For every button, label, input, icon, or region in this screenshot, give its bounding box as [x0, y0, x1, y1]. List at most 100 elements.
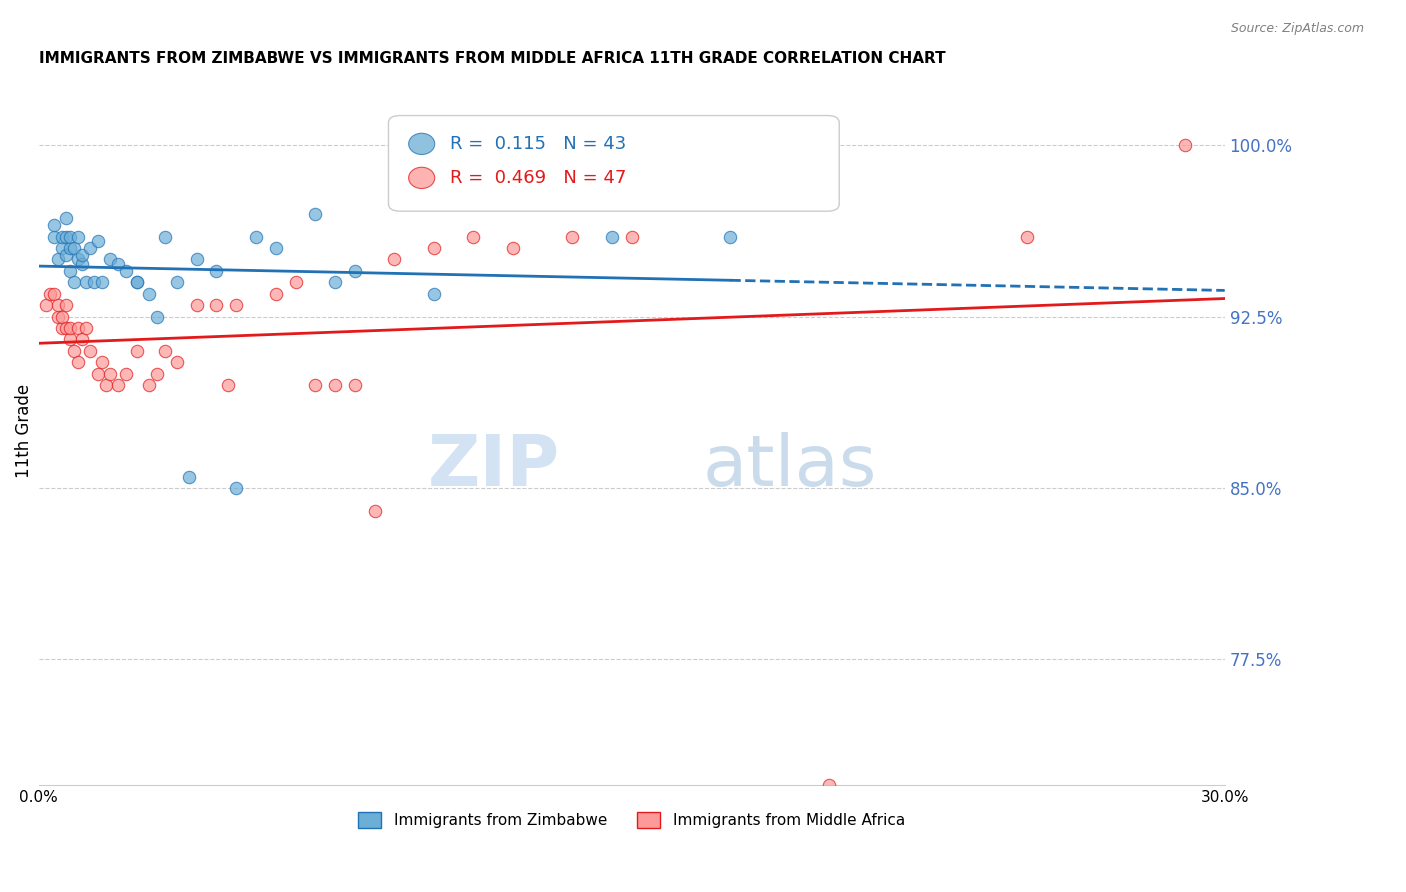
Point: [63, 241, 86, 255]
Point: [304, 378, 326, 392]
Point: [146, 310, 169, 324]
FancyBboxPatch shape: [388, 116, 839, 211]
Point: [55, 211, 77, 226]
Point: [67, 355, 90, 369]
Text: Source: ZipAtlas.com: Source: ZipAtlas.com: [1230, 22, 1364, 36]
Point: [423, 286, 446, 301]
Point: [264, 241, 287, 255]
Point: [323, 378, 346, 392]
Point: [39, 286, 62, 301]
Point: [217, 378, 239, 392]
Point: [363, 504, 385, 518]
Text: ZIP: ZIP: [429, 432, 561, 500]
Point: [67, 252, 90, 267]
Point: [107, 257, 129, 271]
Point: [90, 355, 112, 369]
Point: [384, 252, 406, 267]
Point: [59, 333, 82, 347]
Point: [55, 321, 77, 335]
Point: [46, 252, 69, 267]
Point: [75, 321, 97, 335]
Point: [186, 298, 208, 312]
Point: [87, 367, 110, 381]
Point: [818, 778, 841, 792]
Point: [166, 355, 188, 369]
Point: [127, 275, 149, 289]
Ellipse shape: [409, 133, 434, 154]
Point: [51, 229, 73, 244]
Point: [114, 264, 136, 278]
Point: [59, 264, 82, 278]
Point: [423, 241, 446, 255]
Point: [304, 207, 326, 221]
Point: [1174, 138, 1197, 153]
Point: [70, 333, 93, 347]
Point: [35, 298, 58, 312]
Point: [59, 321, 82, 335]
Point: [1015, 229, 1038, 244]
Point: [59, 241, 82, 255]
Point: [55, 298, 77, 312]
Point: [67, 321, 90, 335]
Point: [51, 241, 73, 255]
Text: IMMIGRANTS FROM ZIMBABWE VS IMMIGRANTS FROM MIDDLE AFRICA 11TH GRADE CORRELATION: IMMIGRANTS FROM ZIMBABWE VS IMMIGRANTS F…: [38, 51, 945, 66]
Point: [264, 286, 287, 301]
Point: [245, 229, 267, 244]
Point: [87, 234, 110, 248]
Point: [225, 481, 247, 495]
Point: [83, 275, 105, 289]
Point: [138, 286, 160, 301]
Point: [55, 229, 77, 244]
Ellipse shape: [409, 168, 434, 188]
Point: [59, 229, 82, 244]
Point: [186, 252, 208, 267]
Point: [138, 378, 160, 392]
Point: [600, 229, 623, 244]
Point: [177, 469, 200, 483]
Text: R =  0.115   N = 43: R = 0.115 N = 43: [450, 135, 627, 153]
Point: [343, 378, 366, 392]
Point: [94, 378, 117, 392]
Point: [720, 229, 742, 244]
Y-axis label: 11th Grade: 11th Grade: [15, 384, 32, 478]
Point: [70, 248, 93, 262]
Point: [114, 367, 136, 381]
Point: [79, 241, 101, 255]
Point: [153, 343, 176, 358]
Point: [55, 248, 77, 262]
Point: [70, 257, 93, 271]
Point: [51, 310, 73, 324]
Point: [166, 275, 188, 289]
Point: [561, 229, 583, 244]
Point: [79, 343, 101, 358]
Point: [153, 229, 176, 244]
Point: [46, 310, 69, 324]
Point: [44, 229, 66, 244]
Point: [63, 343, 86, 358]
Point: [225, 298, 247, 312]
Point: [205, 264, 228, 278]
Point: [44, 218, 66, 232]
Text: R =  0.469   N = 47: R = 0.469 N = 47: [450, 169, 627, 187]
Point: [46, 298, 69, 312]
Point: [75, 275, 97, 289]
Legend: Immigrants from Zimbabwe, Immigrants from Middle Africa: Immigrants from Zimbabwe, Immigrants fro…: [353, 806, 911, 834]
Point: [323, 275, 346, 289]
Point: [107, 378, 129, 392]
Point: [98, 367, 121, 381]
Point: [127, 343, 149, 358]
Text: atlas: atlas: [703, 432, 877, 500]
Point: [205, 298, 228, 312]
Point: [146, 367, 169, 381]
Point: [463, 229, 485, 244]
Point: [98, 252, 121, 267]
Point: [284, 275, 307, 289]
Point: [502, 241, 524, 255]
Point: [620, 229, 643, 244]
Point: [51, 321, 73, 335]
Point: [343, 264, 366, 278]
Point: [44, 286, 66, 301]
Point: [67, 229, 90, 244]
Point: [127, 275, 149, 289]
Point: [90, 275, 112, 289]
